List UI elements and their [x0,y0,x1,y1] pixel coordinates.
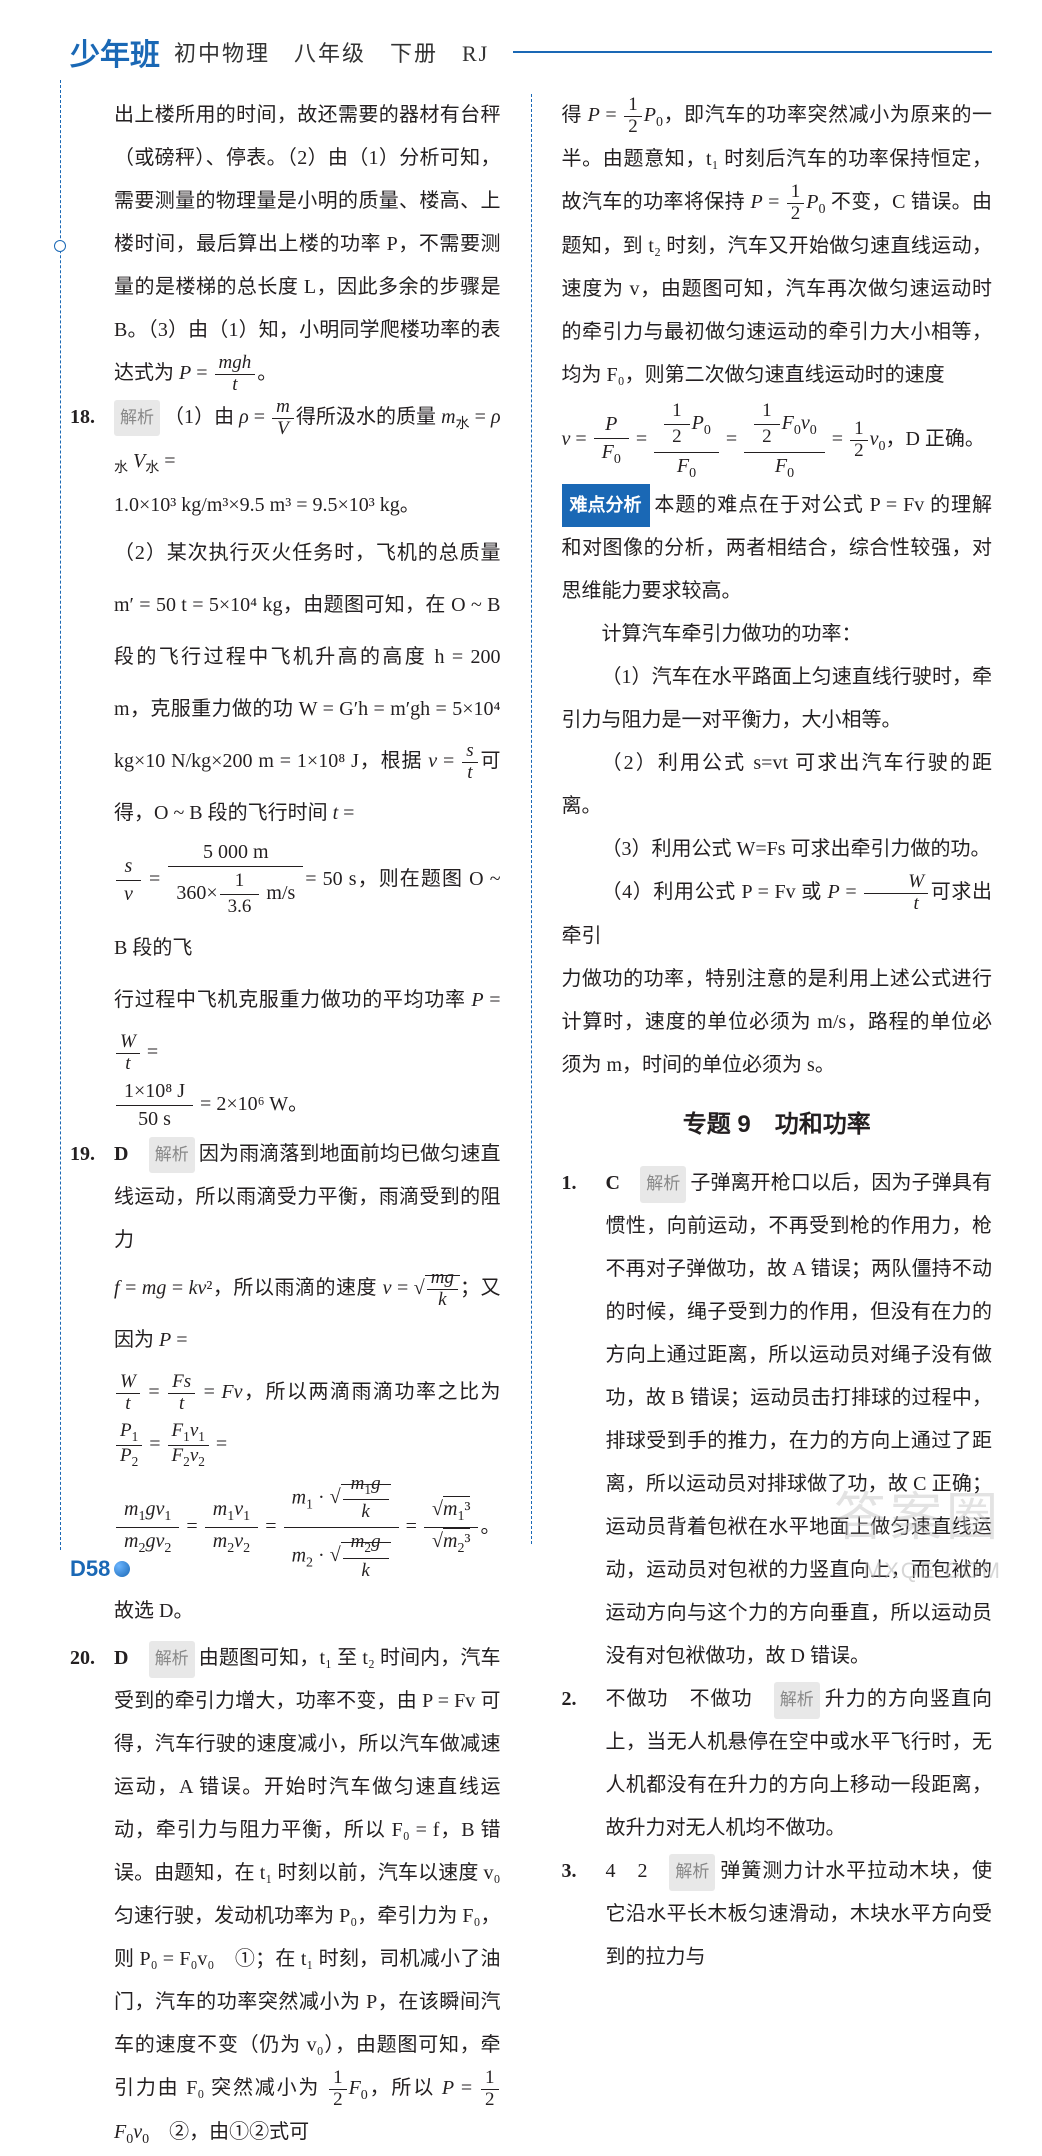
q17-continuation: 出上楼所用的时间，故还需要的器材有台秤（或磅秤）、停表。（2）由（1）分析可知，… [114,94,501,396]
q17-text: 出上楼所用的时间，故还需要的器材有台秤（或磅秤）、停表。（2）由（1）分析可知，… [114,104,501,384]
q20-text-c: ②，由①②式可 [149,2121,309,2143]
q20-number: 20. [70,1637,114,2155]
difficulty-analysis: 难点分析本题的难点在于对公式 P = Fv 的理解和对图像的分析，两者相结合，综… [562,484,993,613]
q19: 19. D 解析因为雨滴落到地面前均已做匀速直线运动，所以雨滴受力平衡，雨滴受到… [70,1133,501,1638]
method-4: （4）利用公式 P = Fv 或 P = Wt可求出牵引 [562,871,993,958]
analysis-badge: 解析 [149,1641,195,1678]
q18-part-a: （1）由 [164,406,239,428]
q3-text: 弹簧测力计水平拉动木块，使它沿水平长木板匀速滑动，木块水平方向受到的拉力与 [606,1860,993,1968]
vertical-decoration-line [60,80,61,1550]
q20-continuation: 得 P = 12P0，即汽车的功率突然减小为原来的一半。由题意知，t₁ 时刻后汽… [562,94,993,484]
section-9-title: 专题 9 功和功率 [562,1099,993,1151]
q20: 20. D 解析由题图可知，t₁ 至 t₂ 时间内，汽车受到的牵引力增大，功率不… [70,1637,501,2155]
q20-answer: D [114,1647,128,1669]
column-divider [531,94,532,1544]
method-4a: （4）利用公式 P = Fv 或 [602,881,828,903]
q18-part-g: 行过程中飞机克服重力做功的平均功率 [114,989,471,1011]
analysis-badge: 解析 [640,1166,686,1203]
analysis-badge: 解析 [669,1854,715,1891]
sec9-q3: 3. 4 2 解析弹簧测力计水平拉动木块，使它沿水平长木板匀速滑动，木块水平方向… [562,1850,993,1979]
q1-text: 子弹离开枪口以后，因为子弹具有惯性，向前运动，不再受到枪的作用力，枪不再对子弹做… [606,1172,993,1667]
analysis-badge: 解析 [114,400,160,437]
q18-calc1: 1.0×10³ kg/m³×9.5 m³ = 9.5×10³ kg。 [114,484,501,527]
book-logo: 少年班 [70,30,160,74]
circle-decoration [54,240,66,252]
q20-text-a: 由题图可知，t₁ 至 t₂ 时间内，汽车受到的牵引力增大，功率不变，由 P = … [114,1647,501,2099]
q2-number: 2. [562,1678,606,1850]
q19-text-b: ，所以雨滴的速度 [212,1277,382,1299]
q20-text-f: 不变，C 错误。由题知，到 t₂ 时刻，汽车又开始做匀速直线运动，速度为 v，由… [562,191,993,386]
q20-text-b: ，所以 [368,2077,442,2099]
q18-part-d: （2）某次执行灭火任务时，飞机的总质量 m′ = 50 t = 5×10⁴ kg… [114,542,501,772]
q18-part-b: 得所汲水的质量 [296,406,441,428]
page-header: 少年班 初中物理 八年级 下册 RJ [70,30,992,74]
q19-text-d: ，所以两滴雨滴功率之比为 [242,1381,500,1403]
method-1: （1）汽车在水平路面上匀速直线行驶时，牵引力与阻力是一对平衡力，大小相等。 [562,656,993,742]
q20-text-d: 得 [562,104,588,126]
q3-number: 3. [562,1850,606,1979]
left-column: 出上楼所用的时间，故还需要的器材有台秤（或磅秤）、停表。（2）由（1）分析可知，… [70,94,501,1544]
sec9-q1: 1. C 解析子弹离开枪口以后，因为子弹具有惯性，向前运动，不再受到枪的作用力，… [562,1162,993,1678]
q1-answer: C [606,1172,620,1194]
method-intro: 计算汽车牵引力做功的功率： [562,613,993,656]
q1-number: 1. [562,1162,606,1678]
analysis-badge: 解析 [774,1682,820,1719]
q2-answer: 不做功 不做功 [606,1688,753,1710]
q19-answer: D [114,1143,128,1165]
page-ball-icon [114,1561,130,1577]
difficulty-badge: 难点分析 [562,484,650,527]
q18-part-h: = 2×10⁶ W。 [195,1093,308,1115]
q18: 18. 解析（1）由 ρ = mV得所汲水的质量 m水 = ρ水 V水 = 1.… [70,396,501,1133]
q18-number: 18. [70,396,114,1133]
header-subtitle: 初中物理 八年级 下册 RJ [174,36,489,68]
sec9-q2: 2. 不做功 不做功 解析升力的方向竖直向上，当无人机悬停在空中或水平飞行时，无… [562,1678,993,1850]
method-end: 力做功的功率，特别注意的是利用上述公式进行计算时，速度的单位必须为 m/s，路程… [562,958,993,1087]
right-column: 得 P = 12P0，即汽车的功率突然减小为原来的一半。由题意知，t₁ 时刻后汽… [562,94,993,1544]
q3-answer: 4 2 [606,1860,648,1882]
q20-text-g: ，D 正确。 [885,428,984,450]
page-number: D58 [70,1556,130,1582]
analysis-badge: 解析 [149,1137,195,1174]
method-2: （2）利用公式 s=vt 可求出汽车行驶的距离。 [562,742,993,828]
method-3: （3）利用公式 W=Fs 可求出牵引力做的功。 [562,828,993,871]
page-number-text: D58 [70,1556,110,1581]
header-rule [513,51,992,53]
